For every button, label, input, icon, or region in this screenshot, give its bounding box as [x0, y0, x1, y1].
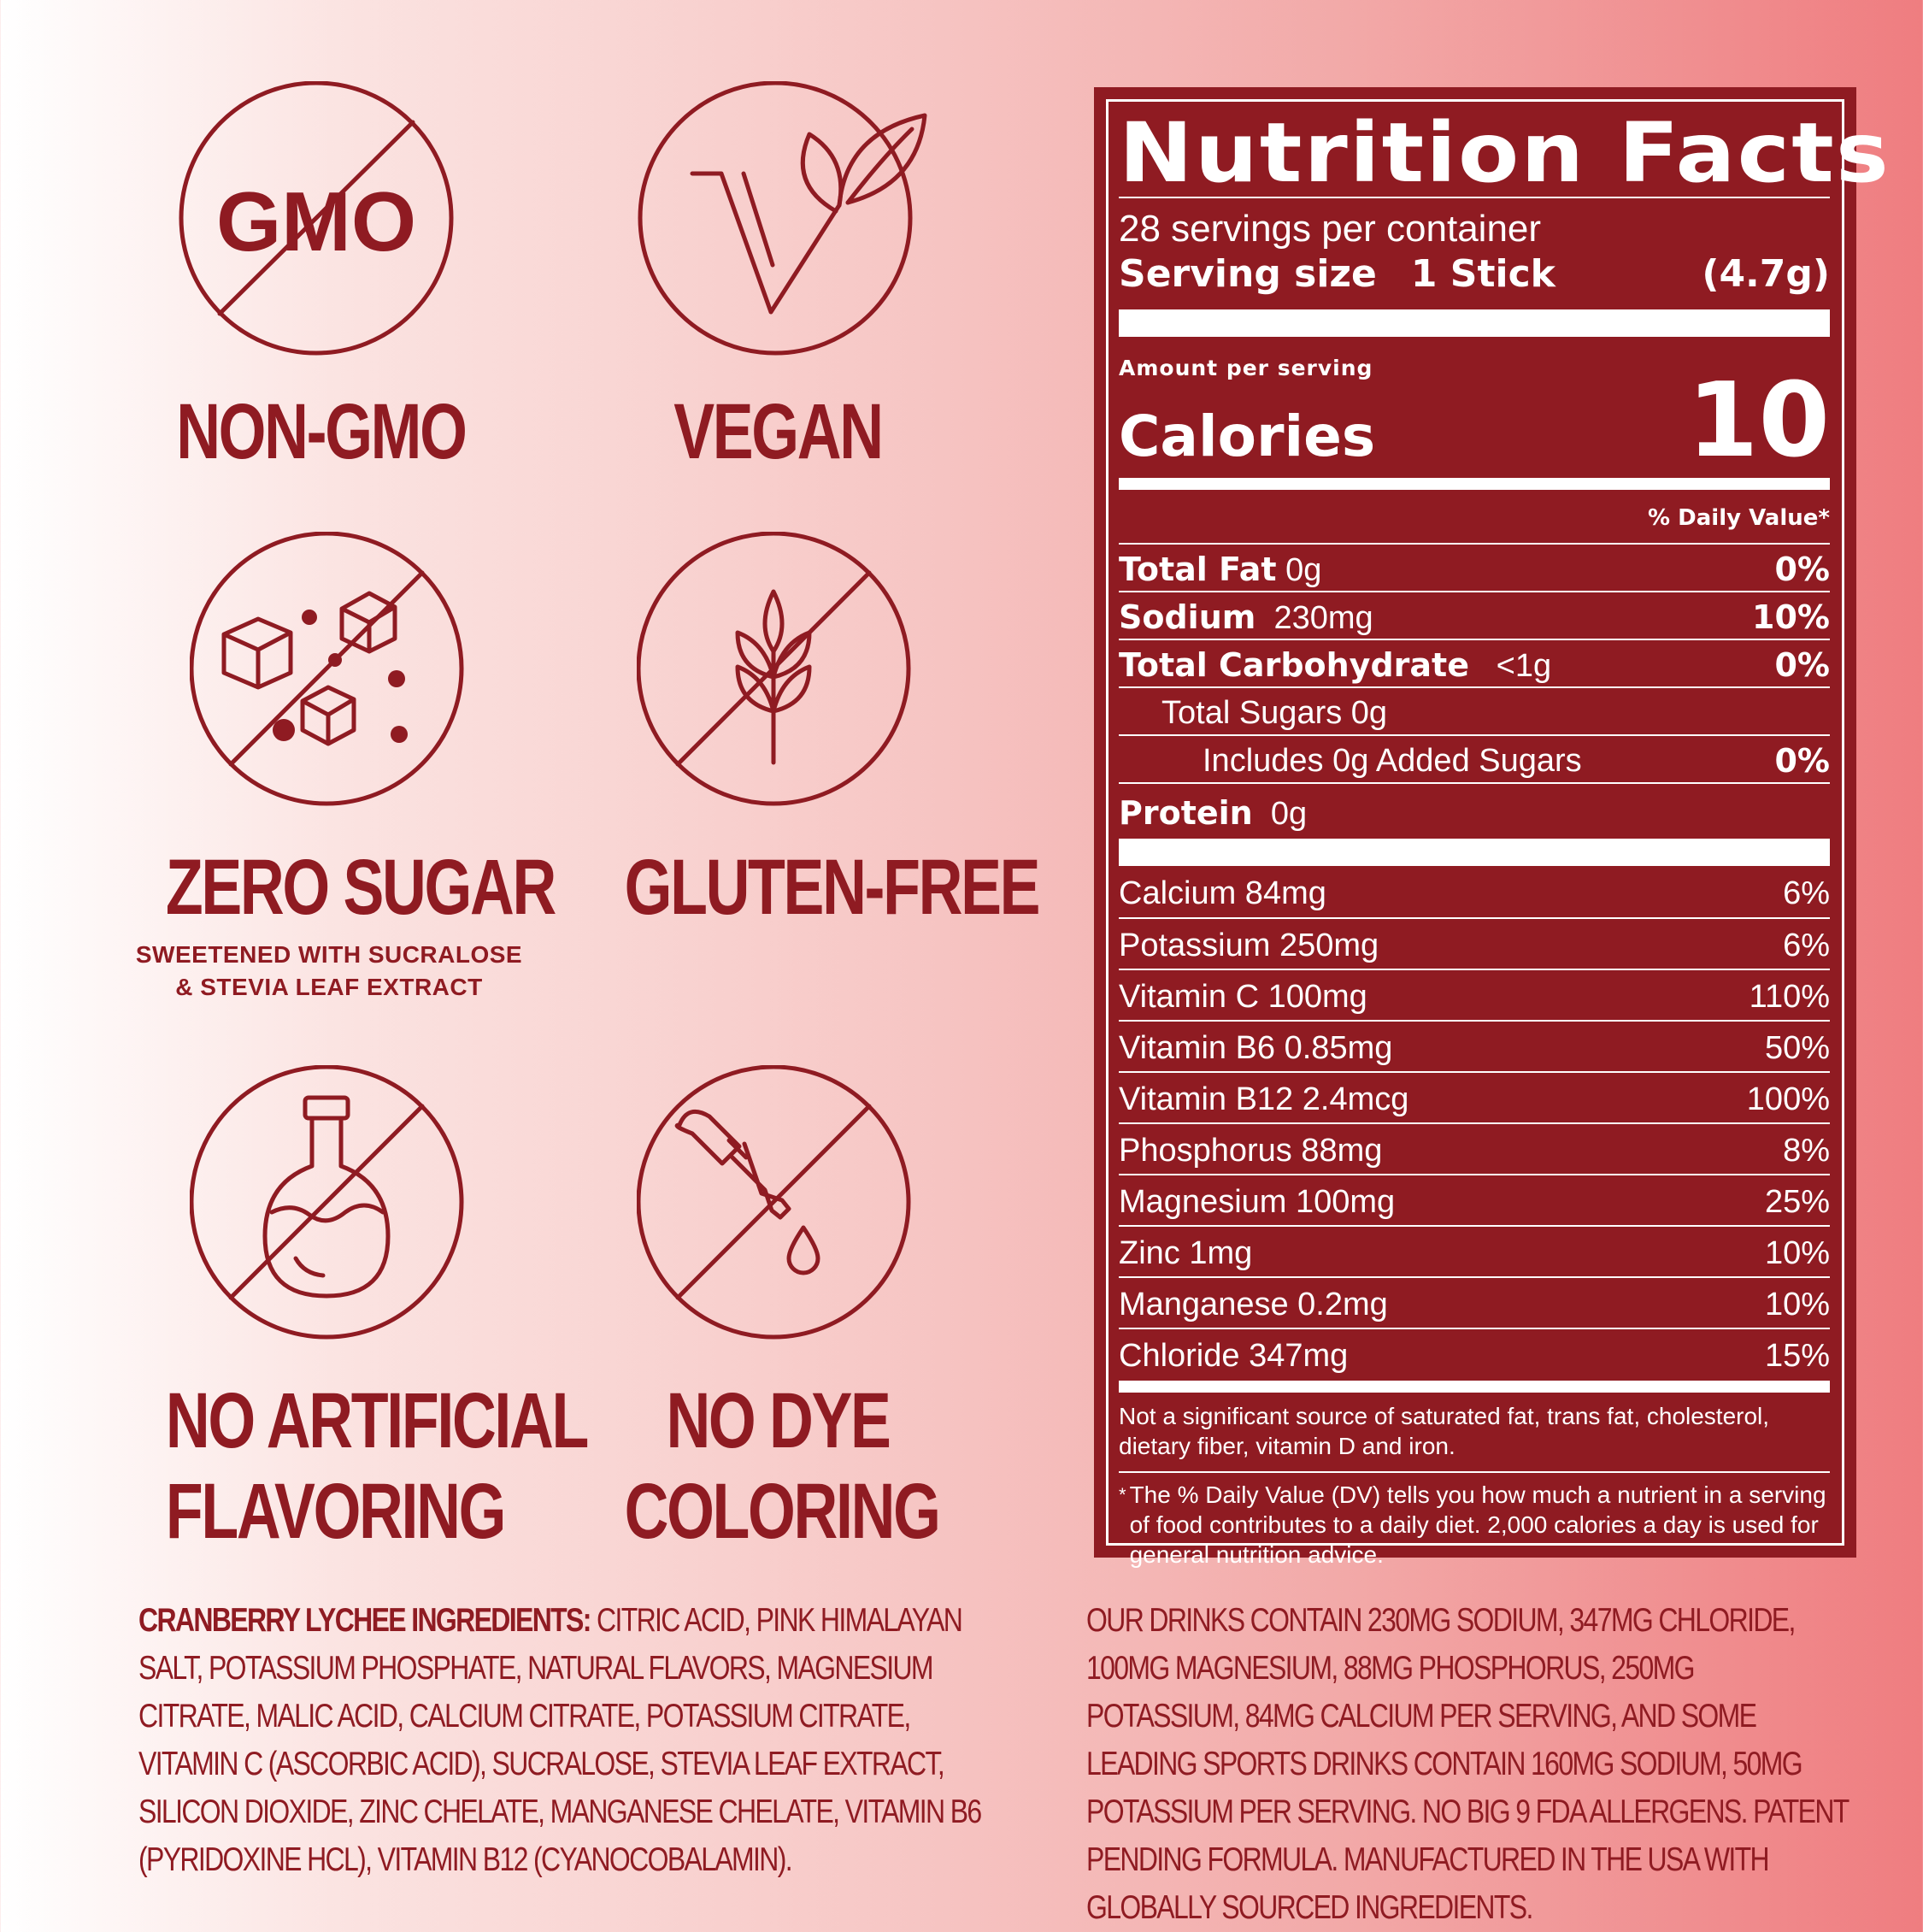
vitamin-name: Calcium 84mg — [1119, 875, 1326, 911]
vitamin-dv: 110% — [1749, 978, 1830, 1015]
vitamin-name: Manganese 0.2mg — [1119, 1286, 1388, 1322]
vitamin-row: Chloride 347mg 15% — [1119, 1328, 1830, 1379]
vitamin-name: Vitamin B12 2.4mcg — [1119, 1081, 1409, 1117]
nutrient-row: Total Sugars 0g — [1119, 686, 1830, 734]
vitamin-dv: 10% — [1764, 1234, 1830, 1271]
footnote-not-significant: Not a significant source of saturated fa… — [1119, 1403, 1770, 1459]
vitamin-row: Zinc 1mg 10% — [1119, 1225, 1830, 1276]
vitamin-dv: 10% — [1764, 1286, 1830, 1322]
no-artificial-flask-icon — [190, 1065, 464, 1340]
ingredients-lead: CRANBERRY LYCHEE INGREDIENTS: — [138, 1602, 591, 1639]
zero-sugar-sub-2: & STEVIA LEAF EXTRACT — [175, 974, 483, 1000]
calories-value: 10 — [1687, 362, 1830, 480]
vegan-label: VEGAN — [673, 388, 884, 475]
calories-label: Calories — [1119, 403, 1376, 469]
serving-size-label: Serving size — [1119, 252, 1377, 296]
daily-value-header: % Daily Value* — [1648, 505, 1830, 531]
footnote-daily-value: * The % Daily Value (DV) tells you how m… — [1119, 1471, 1830, 1570]
vitamin-row: Vitamin C 100mg 110% — [1119, 969, 1830, 1020]
ingredients-text: CRANBERRY LYCHEE INGREDIENTS: CITRIC ACI… — [138, 1597, 993, 1884]
footnote-star: * — [1119, 1484, 1126, 1505]
nutrient-name: Sodium — [1119, 598, 1256, 636]
vitamin-name: Vitamin B6 0.85mg — [1119, 1029, 1393, 1066]
vitamin-name: Phosphorus 88mg — [1119, 1132, 1383, 1169]
no-sugar-cubes-icon — [190, 532, 464, 806]
serving-size-value: 1 Stick — [1410, 252, 1555, 296]
gluten-free-label: GLUTEN-FREE — [624, 844, 1041, 931]
vitamin-dv: 6% — [1783, 875, 1830, 911]
medium-divider — [1119, 1381, 1830, 1393]
ingredients-list: CITRIC ACID, PINK HIMALAYAN SALT, POTASS… — [138, 1602, 982, 1878]
thick-divider — [1119, 309, 1830, 337]
vitamin-row: Potassium 250mg 6% — [1119, 917, 1830, 969]
vitamin-dv: 15% — [1764, 1337, 1830, 1374]
vitamin-row: Magnesium 100mg 25% — [1119, 1174, 1830, 1225]
vitamin-dv: 8% — [1783, 1132, 1830, 1169]
zero-sugar-label: ZERO SUGAR — [165, 844, 556, 931]
nutrient-amount: 0g — [1285, 551, 1322, 588]
vegan-leaf-icon — [638, 81, 927, 356]
nutrient-dv: 10% — [1752, 598, 1830, 636]
no-dye-label-1: NO DYE — [666, 1377, 891, 1464]
vitamin-dv: 100% — [1746, 1081, 1830, 1117]
nutrient-row: Sodium 230mg 10% — [1119, 591, 1830, 639]
nutrition-facts-content: Nutrition Facts 28 servings per containe… — [1119, 104, 1889, 1570]
vitamin-name: Potassium 250mg — [1119, 927, 1379, 963]
vitamin-row: Phosphorus 88mg 8% — [1119, 1122, 1830, 1174]
no-gluten-wheat-icon — [637, 532, 911, 806]
vitamin-name: Vitamin C 100mg — [1119, 978, 1367, 1015]
nutrient-name: Includes 0g Added Sugars — [1203, 742, 1582, 779]
vitamin-name: Magnesium 100mg — [1119, 1183, 1396, 1220]
nutrition-facts-border — [1106, 99, 1844, 1546]
no-gmo-icon: GMO — [179, 81, 454, 356]
calories-row: Calories 10 — [1119, 362, 1830, 480]
no-dye-dropper-icon — [637, 1065, 911, 1340]
nutrient-row: Total Fat 0g 0% — [1119, 543, 1830, 591]
zero-sugar-sub-1: SWEETENED WITH SUCRALOSE — [135, 941, 523, 968]
medium-divider — [1119, 478, 1830, 490]
vitamin-dv: 6% — [1783, 927, 1830, 963]
gmo-icon-text: GMO — [216, 174, 416, 268]
nutrient-dv: 0% — [1774, 551, 1830, 588]
amount-per-serving: Amount per serving — [1119, 356, 1373, 380]
vitamin-dv: 50% — [1764, 1029, 1830, 1066]
footnote-daily-value-text: The % Daily Value (DV) tells you how muc… — [1129, 1481, 1826, 1568]
vitamin-row: Calcium 84mg 6% — [1119, 866, 1830, 917]
servings-per-container: 28 servings per container — [1119, 208, 1542, 250]
non-gmo-label: NON-GMO — [176, 388, 468, 475]
nutrient-amount: <1g — [1496, 647, 1552, 684]
no-dye-label-2: COLORING — [624, 1468, 941, 1555]
serving-size-row: Serving size 1 Stick (4.7g) — [1119, 251, 1830, 297]
vitamin-dv: 25% — [1764, 1183, 1830, 1220]
nutrient-amount: 230mg — [1273, 599, 1373, 636]
nutrient-dv: 0% — [1774, 646, 1830, 684]
thick-divider — [1119, 839, 1830, 866]
divider — [1119, 197, 1830, 198]
nutrition-title: Nutrition Facts — [1119, 105, 1891, 201]
vitamin-name: Chloride 347mg — [1119, 1337, 1349, 1374]
no-artificial-label-1: NO ARTIFICIAL — [165, 1377, 589, 1464]
vitamin-row: Manganese 0.2mg 10% — [1119, 1276, 1830, 1328]
nutrient-name: Protein — [1119, 793, 1253, 832]
nutrient-row: Protein 0g — [1119, 782, 1830, 839]
electrolyte-note: OUR DRINKS CONTAIN 230MG SODIUM, 347MG C… — [1086, 1602, 1849, 1926]
nutrient-row: Includes 0g Added Sugars 0% — [1119, 734, 1830, 782]
vitamin-name: Zinc 1mg — [1119, 1234, 1253, 1271]
nutrient-name: Total Sugars 0g — [1161, 694, 1388, 731]
nutrient-dv: 0% — [1774, 742, 1830, 780]
no-artificial-label-2: FLAVORING — [165, 1468, 507, 1555]
vitamin-row: Vitamin B6 0.85mg 50% — [1119, 1020, 1830, 1071]
nutrient-amount: 0g — [1270, 795, 1308, 832]
nutrient-name: Total Fat — [1119, 550, 1277, 588]
nutrient-name: Total Carbohydrate — [1119, 645, 1469, 684]
vitamin-row: Vitamin B12 2.4mcg 100% — [1119, 1071, 1830, 1122]
nutrient-row: Total Carbohydrate <1g 0% — [1119, 639, 1830, 686]
serving-size-weight: (4.7g) — [1702, 252, 1830, 296]
